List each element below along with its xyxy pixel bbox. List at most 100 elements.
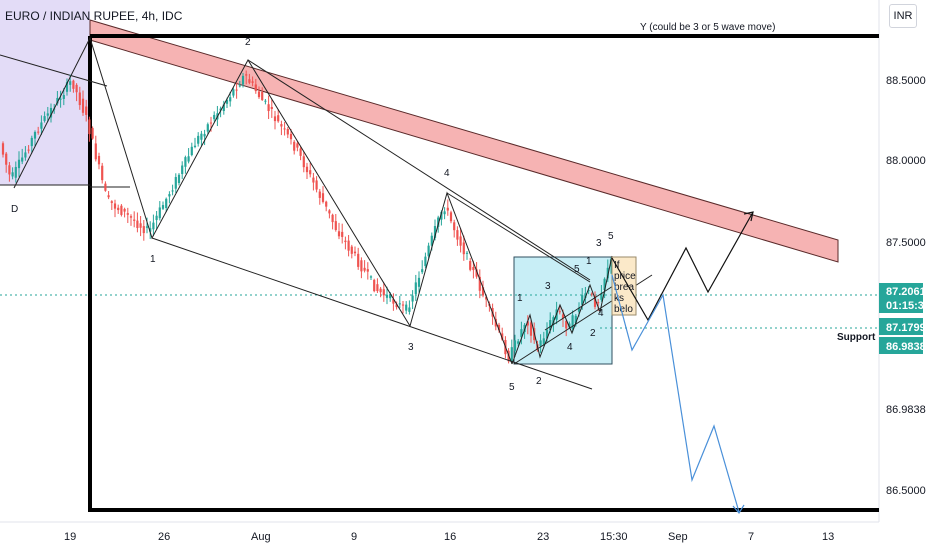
candle-body bbox=[273, 116, 277, 122]
candle-body bbox=[85, 106, 88, 115]
candle-body bbox=[158, 207, 161, 219]
candle-body bbox=[270, 106, 273, 109]
candle-body bbox=[107, 195, 110, 198]
candle-body bbox=[203, 133, 206, 137]
candle-body bbox=[225, 99, 229, 104]
candle-body bbox=[30, 137, 33, 147]
candle-body bbox=[145, 226, 149, 228]
candle-body bbox=[593, 295, 597, 307]
candle-body bbox=[485, 296, 488, 300]
candle-body bbox=[200, 133, 203, 140]
time-tick-13: 13 bbox=[822, 531, 834, 543]
candle-body bbox=[456, 230, 459, 240]
candle-body bbox=[65, 82, 69, 92]
candle-body bbox=[296, 143, 299, 148]
bear-projection-path bbox=[611, 274, 740, 513]
candle-body bbox=[59, 98, 62, 100]
candle-body bbox=[395, 304, 398, 308]
time-tick-19: 19 bbox=[64, 531, 76, 543]
candle-body bbox=[373, 279, 376, 292]
current-price-label bbox=[879, 283, 923, 313]
candle-body bbox=[590, 293, 593, 295]
candle-body bbox=[587, 290, 590, 292]
price-tick-88-0: 88.0000 bbox=[886, 155, 926, 167]
candle-body bbox=[40, 122, 43, 129]
candle-body bbox=[37, 131, 40, 133]
candle-body bbox=[577, 307, 581, 312]
candle-body bbox=[149, 228, 152, 232]
candle-body bbox=[104, 183, 107, 191]
candle-body bbox=[318, 191, 321, 198]
price-tick-86-5: 86.9838 bbox=[886, 404, 926, 416]
wave4-line bbox=[446, 192, 591, 283]
time-tick-16: 16 bbox=[444, 531, 456, 543]
candle-body bbox=[465, 252, 469, 254]
candle-body bbox=[401, 304, 405, 306]
sub-wave-a-5: 5 bbox=[574, 264, 580, 275]
candle-body bbox=[440, 211, 443, 220]
candle-body bbox=[309, 170, 312, 175]
candle-body bbox=[165, 198, 168, 208]
candle-body bbox=[197, 135, 200, 144]
candle-body bbox=[168, 194, 171, 197]
candle-body bbox=[117, 207, 120, 211]
wave-label-3: 3 bbox=[408, 342, 414, 353]
sub-wave-b-5: 5 bbox=[608, 231, 614, 242]
candle-body bbox=[190, 146, 193, 156]
note-line-4: ks bbox=[614, 293, 624, 304]
sub-wave-b-3: 3 bbox=[596, 238, 602, 249]
candle-body bbox=[414, 282, 417, 294]
candle-body bbox=[11, 172, 14, 177]
candle-body bbox=[1, 143, 5, 155]
currency-badge[interactable]: INR bbox=[889, 4, 917, 28]
label-D: D bbox=[11, 204, 18, 215]
candle-body bbox=[241, 75, 245, 85]
candle-body bbox=[478, 276, 481, 291]
candle-body bbox=[155, 215, 158, 221]
candle-body bbox=[437, 217, 440, 227]
candle-body bbox=[267, 104, 270, 112]
upper-wave-line bbox=[247, 59, 591, 281]
candle-body bbox=[62, 95, 65, 99]
candle-body bbox=[69, 81, 72, 85]
candle-body bbox=[449, 212, 453, 222]
candle-body bbox=[5, 153, 8, 165]
time-tick-7: 7 bbox=[748, 531, 754, 543]
candle-body bbox=[584, 293, 587, 298]
candle-body bbox=[549, 320, 552, 331]
candle-body bbox=[27, 149, 30, 151]
candle-body bbox=[254, 84, 257, 92]
candle-body bbox=[517, 341, 520, 344]
candle-body bbox=[81, 98, 85, 113]
candle-body bbox=[120, 205, 123, 215]
candle-body bbox=[427, 245, 430, 257]
candle-body bbox=[526, 321, 529, 326]
wave-label-2: 2 bbox=[245, 37, 251, 48]
candle-body bbox=[97, 155, 101, 165]
candle-body bbox=[497, 324, 501, 331]
symbol-title[interactable]: EURO / INDIAN RUPEE, 4h, IDC bbox=[5, 9, 183, 23]
candle-body bbox=[369, 276, 373, 278]
candle-body bbox=[152, 222, 155, 230]
candle-body bbox=[571, 315, 574, 329]
candle-body bbox=[462, 242, 465, 255]
candle-body bbox=[94, 143, 97, 160]
candle-body bbox=[529, 322, 533, 336]
resistance-channel bbox=[89, 19, 839, 263]
bear-projection-arrow bbox=[732, 504, 745, 515]
candle-body bbox=[248, 79, 251, 83]
candle-body bbox=[421, 269, 424, 273]
candle-body bbox=[568, 323, 571, 328]
candle-body bbox=[75, 84, 78, 93]
range-highlight bbox=[0, 0, 90, 185]
candle-body bbox=[325, 201, 328, 207]
candle-body bbox=[350, 246, 353, 254]
candle-body bbox=[360, 260, 363, 272]
candle-body bbox=[315, 180, 318, 190]
time-tick-23: 23 bbox=[537, 531, 549, 543]
candle-body bbox=[129, 216, 133, 218]
candle-body bbox=[245, 74, 248, 76]
sub-wave-a-3: 3 bbox=[545, 281, 551, 292]
time-tick-sep: Sep bbox=[668, 531, 688, 543]
